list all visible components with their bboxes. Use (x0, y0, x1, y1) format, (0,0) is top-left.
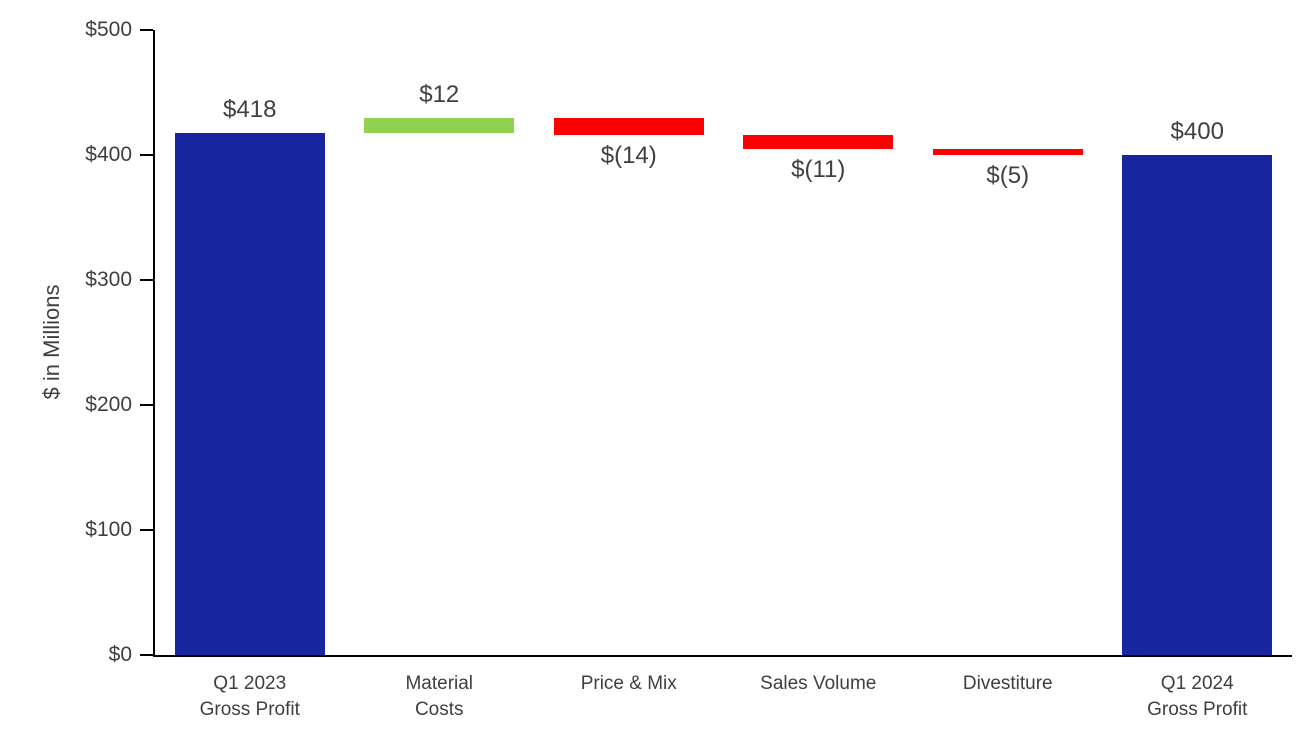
value-label-q1-2023-gross-profit: $418 (223, 95, 277, 123)
value-label-price-mix: $(14) (600, 142, 657, 169)
x-axis-category-line: Q1 2024 (1160, 673, 1234, 694)
value-label-divestiture: $(5) (986, 162, 1030, 189)
value-label-q1-2024-gross-profit: $400 (1170, 118, 1224, 145)
y-axis-tick (140, 279, 153, 281)
x-axis-category-line: Divestiture (962, 673, 1053, 694)
x-axis-category-line: Sales Volume (760, 673, 877, 694)
x-axis-category-sales-volume: Sales Volume (713, 671, 923, 697)
y-axis-tick (140, 654, 153, 656)
waterfall-bar-material-costs (364, 117, 515, 133)
waterfall-bar-price-mix (553, 117, 704, 135)
waterfall-bar-q1-2023-gross-profit (174, 132, 325, 655)
y-axis-tick-label: $0 (108, 643, 132, 666)
value-label-sales-volume: $(11) (791, 155, 846, 183)
y-axis-tick (140, 404, 153, 406)
y-axis-tick-label: $500 (85, 18, 132, 41)
x-axis-category-q1-2024-gross-profit: Q1 2024 Gross Profit (1092, 671, 1300, 722)
x-axis-category-line: Price & Mix (580, 673, 677, 694)
x-axis-category-material-costs: Material Costs (334, 671, 544, 722)
value-label-material-costs: $12 (419, 80, 460, 108)
y-axis-tick (140, 529, 153, 531)
waterfall-bar-q1-2024-gross-profit (1122, 155, 1273, 655)
y-axis-tick-label: $200 (85, 393, 132, 416)
x-axis-category-line: Q1 2023 (213, 673, 287, 694)
waterfall-bar-sales-volume (743, 135, 894, 149)
x-axis-category-line: Gross Profit (199, 698, 300, 720)
y-axis-title: $ in Millions (39, 284, 64, 400)
y-axis-line (153, 30, 155, 657)
x-axis-category-line: Costs (414, 698, 464, 720)
x-axis-category-line: Material (405, 673, 474, 694)
y-axis-tick (140, 154, 153, 156)
y-axis-tick-label: $100 (85, 518, 132, 541)
x-axis-line (153, 655, 1292, 657)
x-axis-category-line: Gross Profit (1147, 698, 1248, 720)
x-axis-category-divestiture: Divestiture (903, 671, 1113, 697)
x-axis-category-q1-2023-gross-profit: Q1 2023 Gross Profit (145, 671, 355, 722)
x-axis-category-price-mix: Price & Mix (524, 671, 734, 697)
y-axis-tick-label: $300 (85, 268, 132, 291)
y-axis-tick-label: $400 (85, 143, 132, 166)
waterfall-bar-divestiture (932, 148, 1083, 155)
y-axis-tick (140, 29, 153, 31)
